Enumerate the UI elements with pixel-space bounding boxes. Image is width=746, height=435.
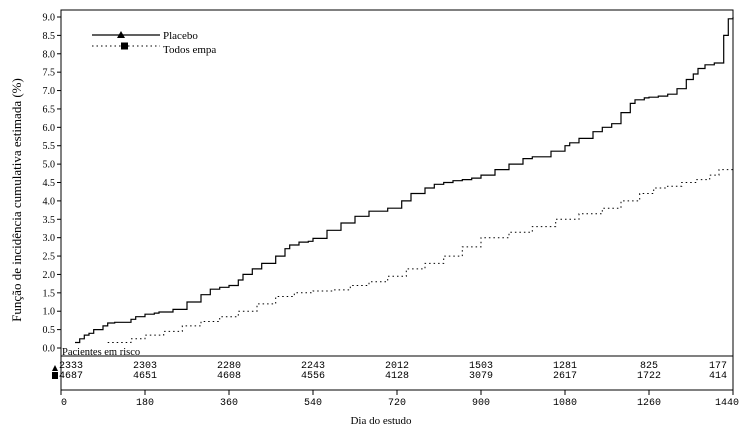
triangle-marker-icon — [117, 31, 125, 38]
x-tick-label: 900 — [472, 398, 490, 409]
risk-table-header: Pacientes em risco — [62, 347, 140, 358]
y-tick-label: 6.0 — [43, 123, 56, 134]
triangle-marker-icon — [52, 365, 58, 371]
risk-count: 414 — [709, 371, 727, 382]
risk-count: 177 — [709, 361, 727, 372]
series-line-empa — [107, 167, 734, 343]
legend: Placebo Todos empa — [92, 30, 216, 56]
x-tick-label: 0 — [61, 398, 67, 409]
legend-label-placebo: Placebo — [163, 30, 198, 42]
risk-count: 4128 — [385, 371, 409, 382]
risk-count: 825 — [640, 361, 658, 372]
y-tick-label: 0.5 — [43, 325, 56, 336]
y-tick-label: 2.0 — [43, 270, 56, 281]
x-tick-label: 1260 — [637, 398, 661, 409]
legend-label-empa: Todos empa — [163, 44, 216, 56]
risk-count: 2303 — [133, 361, 157, 372]
y-axis: 0.0 0.5 1.0 1.5 2.0 2.5 3.0 3.5 4.0 4.5 5.0 5.5 6.0 6… — [43, 13, 61, 355]
y-tick-label: 9.0 — [43, 13, 56, 24]
y-tick-label: 3.5 — [43, 215, 56, 226]
y-tick-label: 1.0 — [43, 307, 56, 318]
y-axis-label: Função de incidência cumulativa estimada… — [9, 78, 24, 322]
x-tick-label: 540 — [304, 398, 322, 409]
x-tick-label: 180 — [136, 398, 154, 409]
risk-count: 2243 — [301, 361, 325, 372]
series-group — [75, 17, 734, 344]
y-tick-label: 3.0 — [43, 233, 56, 244]
y-tick-label: 1.5 — [43, 288, 56, 299]
risk-count: 2617 — [553, 371, 577, 382]
risk-count: 2280 — [217, 361, 241, 372]
x-tick-label: 720 — [388, 398, 406, 409]
y-tick-label: 5.0 — [43, 160, 56, 171]
square-marker-icon — [52, 372, 58, 379]
risk-count: 2012 — [385, 361, 409, 372]
y-tick-label: 6.5 — [43, 104, 56, 115]
y-tick-label: 2.5 — [43, 252, 56, 263]
square-marker-icon — [121, 42, 128, 50]
risk-count: 4608 — [217, 371, 241, 382]
x-axis-label: Dia do estudo — [350, 415, 412, 427]
risk-count: 1503 — [469, 361, 493, 372]
risk-count: 3079 — [469, 371, 493, 382]
risk-count: 4556 — [301, 371, 325, 382]
y-tick-label: 4.0 — [43, 196, 56, 207]
risk-rows: 2333 2303 2280 2243 2012 1503 1281 825 177 4687 46… — [59, 361, 727, 382]
y-tick-label: 0.0 — [43, 344, 56, 355]
x-tick-label: 1080 — [553, 398, 577, 409]
x-tick-label: 360 — [220, 398, 238, 409]
plot-frame — [60, 9, 734, 391]
risk-count: 2333 — [59, 361, 83, 372]
risk-count: 4687 — [59, 371, 83, 382]
series-line-placebo — [75, 17, 734, 344]
risk-count: 4651 — [133, 371, 157, 382]
y-tick-label: 4.5 — [43, 178, 56, 189]
y-tick-label: 8.0 — [43, 49, 56, 60]
x-tick-label: 1440 — [715, 398, 739, 409]
y-tick-label: 7.5 — [43, 68, 56, 79]
x-axis: 0 180 360 540 720 900 1080 1260 1440 — [60, 390, 739, 409]
y-tick-label: 7.0 — [43, 86, 56, 97]
y-tick-label: 8.5 — [43, 31, 56, 42]
y-tick-label: 5.5 — [43, 141, 56, 152]
risk-table: Pacientes em risco 2333 2303 2280 2243 2012 1… — [52, 347, 727, 382]
risk-count: 1281 — [553, 361, 577, 372]
risk-count: 1722 — [637, 371, 661, 382]
